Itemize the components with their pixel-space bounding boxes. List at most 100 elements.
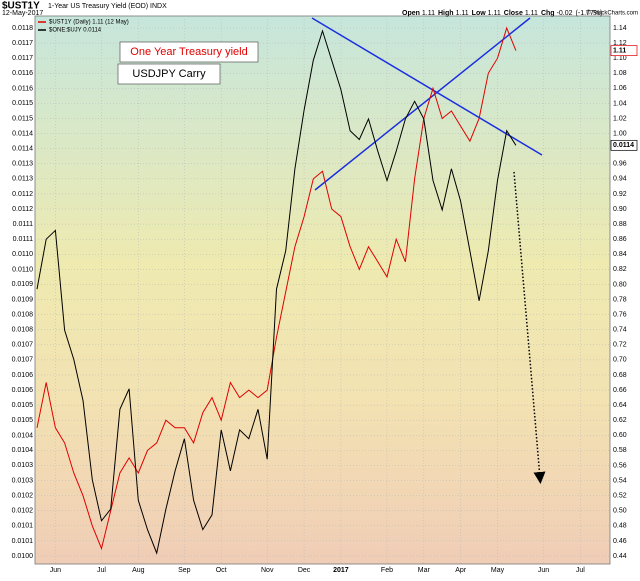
tick-label: 0.0100 <box>12 553 34 560</box>
tick-label: 0.0112 <box>12 191 33 198</box>
x-tick-label: Jul <box>576 567 585 574</box>
x-tick-label: Nov <box>261 567 274 574</box>
series-line <box>36 29 517 555</box>
trend-line <box>311 17 543 156</box>
tick-label: 0.64 <box>613 402 627 409</box>
tick-label: 0.58 <box>613 447 627 454</box>
tick-label: 0.0109 <box>12 296 34 303</box>
annotation: One Year Treasury yield <box>130 46 247 58</box>
tick-label: 1.08 <box>613 70 627 77</box>
tick-label: 0.62 <box>613 417 627 424</box>
x-tick-label: May <box>491 567 505 574</box>
tick-label: 0.0114 <box>12 130 33 137</box>
quote-label: Low <box>472 10 487 17</box>
tick-label: 0.72 <box>613 342 627 349</box>
tick-label: 0.44 <box>613 553 627 560</box>
value-tag <box>610 139 638 151</box>
tick-label: 0.0110 <box>12 266 33 273</box>
tick-label: 0.0117 <box>12 55 33 62</box>
value-tag-label: 1.11 <box>613 47 626 54</box>
tick-label: 1.14 <box>613 25 627 32</box>
tick-label: 0.0116 <box>12 70 33 77</box>
tick-label: 1.10 <box>613 55 627 62</box>
tick-label: 0.68 <box>613 372 627 379</box>
tick-label: 0.90 <box>613 206 627 213</box>
tick-label: 0.0117 <box>12 40 33 47</box>
x-tick-label: Dec <box>298 567 311 574</box>
tick-label: 0.66 <box>613 387 627 394</box>
tick-label: 0.0113 <box>12 161 33 168</box>
tick-label: 0.50 <box>613 508 627 515</box>
tick-label: 0.92 <box>613 191 627 198</box>
value-tag-label: 0.0114 <box>613 142 634 149</box>
tick-label: 1.00 <box>613 130 627 137</box>
x-tick-label: Oct <box>216 567 227 574</box>
chart-title: $UST1Y <box>2 1 40 12</box>
tick-label: 0.56 <box>613 462 627 469</box>
date: 12-May-2017 <box>2 10 43 17</box>
tick-label: 0.0101 <box>12 523 34 530</box>
tick-label: 0.84 <box>613 251 627 258</box>
tick-label: 0.0113 <box>12 176 33 183</box>
tick-label: 0.0111 <box>13 221 33 228</box>
chart-subtitle: 1-Year US Treasury Yield (EOD) INDX <box>48 3 167 10</box>
quote-value: 1.11 <box>422 10 435 17</box>
tick-label: 0.78 <box>613 296 627 303</box>
tick-label: 0.96 <box>613 161 627 168</box>
tick-label: 0.0104 <box>12 432 34 439</box>
x-tick-label: Mar <box>418 567 431 574</box>
series-line <box>36 26 517 551</box>
tick-label: 0.0101 <box>12 538 34 545</box>
tick-label: 1.12 <box>613 40 627 47</box>
tick-label: 0.0104 <box>12 447 34 454</box>
tick-label: 0.0111 <box>13 236 33 243</box>
tick-label: 0.0107 <box>12 342 34 349</box>
tick-label: 0.0114 <box>12 145 33 152</box>
tick-label: 0.76 <box>613 311 627 318</box>
tick-label: 0.86 <box>613 236 627 243</box>
tick-label: 0.0103 <box>12 462 34 469</box>
tick-label: 0.74 <box>613 327 627 334</box>
tick-label: 0.0102 <box>12 508 34 515</box>
tick-label: 0.0118 <box>12 25 33 32</box>
quote-value: -0.02 <box>557 10 573 17</box>
trend-line <box>314 17 531 191</box>
quote-pct: (-1.77%) <box>576 10 603 17</box>
value-tag <box>610 45 638 56</box>
x-tick-label: Jun <box>538 567 549 574</box>
quote-label: Chg <box>541 10 555 17</box>
x-tick-label: Apr <box>455 567 467 574</box>
tick-label: 0.82 <box>613 266 627 273</box>
x-tick-label: Sep <box>178 567 191 574</box>
tick-label: 0.0106 <box>12 387 34 394</box>
tick-label: 1.06 <box>613 85 627 92</box>
quote-label: High <box>438 10 454 17</box>
tick-label: 1.02 <box>613 115 627 122</box>
tick-label: 0.52 <box>613 493 627 500</box>
annotation-box <box>119 41 259 63</box>
tick-label: 0.48 <box>613 523 627 530</box>
tick-label: 0.0109 <box>12 281 34 288</box>
x-tick-label: Aug <box>132 567 145 574</box>
tick-label: 0.70 <box>613 357 627 364</box>
annotation: USDJPY Carry <box>132 68 206 80</box>
x-tick-label: 2017 <box>333 567 349 574</box>
x-tick-label: Jul <box>97 567 106 574</box>
x-tick-label: Feb <box>381 567 393 574</box>
credit: © StockCharts.com <box>586 10 638 17</box>
tick-label: 0.0115 <box>12 115 33 122</box>
tick-label: 0.46 <box>613 538 627 545</box>
quote-value: 1.11 <box>525 10 538 17</box>
annotation-box <box>117 63 221 85</box>
tick-label: 0.0103 <box>12 477 34 484</box>
tick-label: 0.80 <box>613 281 627 288</box>
tick-label: 0.0108 <box>12 327 34 334</box>
projection-arrow <box>513 171 546 484</box>
x-tick-label: Jun <box>50 567 61 574</box>
tick-label: 0.94 <box>613 176 627 183</box>
tick-label: 0.0106 <box>12 372 34 379</box>
legend-label: $UST1Y (Daily) 1.11 (12 May) <box>49 20 129 26</box>
tick-label: 0.0112 <box>12 206 33 213</box>
quote-label: Open <box>402 10 420 17</box>
